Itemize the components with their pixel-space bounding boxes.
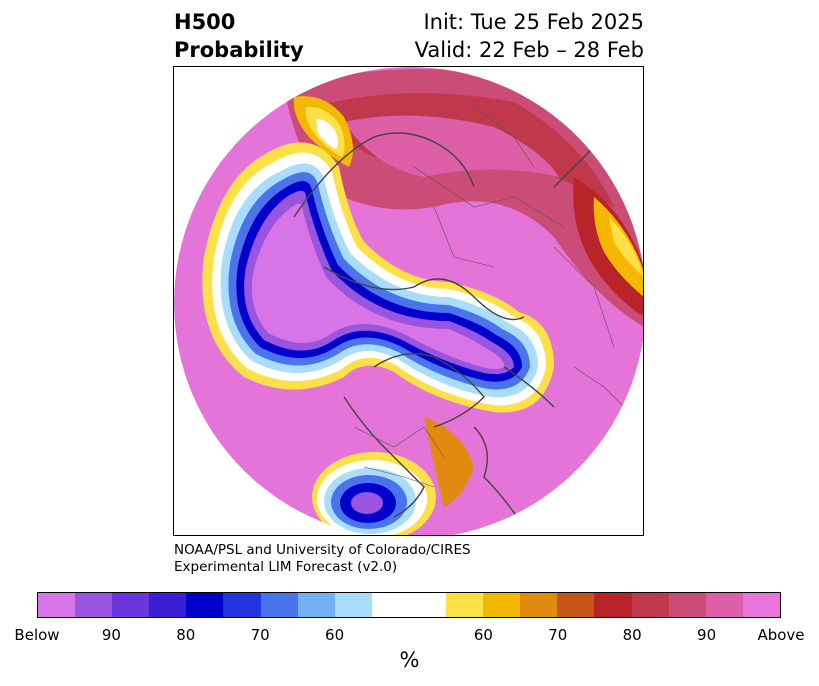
colorbar-segment (668, 593, 706, 617)
colorbar-ticks: Below 90 80 70 60 60 70 80 90 Above (0, 626, 819, 646)
colorbar-tick-label: 60 (473, 626, 493, 644)
colorbar-segment (112, 593, 150, 617)
colorbar-tick-label: 80 (176, 626, 196, 644)
init-date: Init: Tue 25 Feb 2025 (423, 10, 644, 34)
colorbar-tick-label: Above (757, 626, 805, 644)
credit-line-1: NOAA/PSL and University of Colorado/CIRE… (174, 542, 471, 558)
credit-line-2: Experimental LIM Forecast (v2.0) (174, 559, 398, 575)
colorbar-segment (186, 593, 224, 617)
colorbar-segment (334, 593, 372, 617)
colorbar-segment (75, 593, 113, 617)
below-normal-trough (202, 142, 554, 413)
colorbar-segment (483, 593, 521, 617)
probability-field (174, 67, 643, 535)
colorbar-segment (631, 593, 669, 617)
colorbar-segment (520, 593, 558, 617)
colorbar-tick-label: 80 (622, 626, 642, 644)
colorbar-segment (223, 593, 261, 617)
colorbar-segment (594, 593, 632, 617)
map-panel (173, 66, 644, 536)
credit-text: NOAA/PSL and University of Colorado/CIRE… (174, 542, 471, 576)
title-variable: H500 (174, 10, 236, 34)
colorbar (37, 592, 781, 618)
colorbar-segment (149, 593, 187, 617)
colorbar-segment (371, 593, 409, 617)
colorbar-segment (408, 593, 447, 617)
colorbar-tick-label: Below (14, 626, 60, 644)
colorbar-segment (742, 593, 780, 617)
colorbar-segment (38, 593, 76, 617)
colorbar-segment (557, 593, 595, 617)
valid-range: Valid: 22 Feb – 28 Feb (414, 38, 644, 62)
plot-dates: Init: Tue 25 Feb 2025 Valid: 22 Feb – 28… (415, 8, 644, 64)
colorbar-tick-label: 90 (697, 626, 717, 644)
colorbar-unit: % (399, 648, 420, 672)
colorbar-segment (260, 593, 298, 617)
plot-title: H500 Probability (174, 8, 304, 64)
country-borders (353, 106, 625, 488)
colorbar-tick-label: 70 (548, 626, 568, 644)
colorbar-segment (446, 593, 484, 617)
colorbar-tick-label: 60 (325, 626, 345, 644)
colorbar-tick-label: 90 (101, 626, 121, 644)
title-quantity: Probability (174, 38, 304, 62)
colorbar-segment (297, 593, 335, 617)
southern-trough (312, 452, 436, 535)
colorbar-tick-label: 70 (250, 626, 270, 644)
probability-map (174, 67, 643, 535)
colorbar-segment (705, 593, 743, 617)
